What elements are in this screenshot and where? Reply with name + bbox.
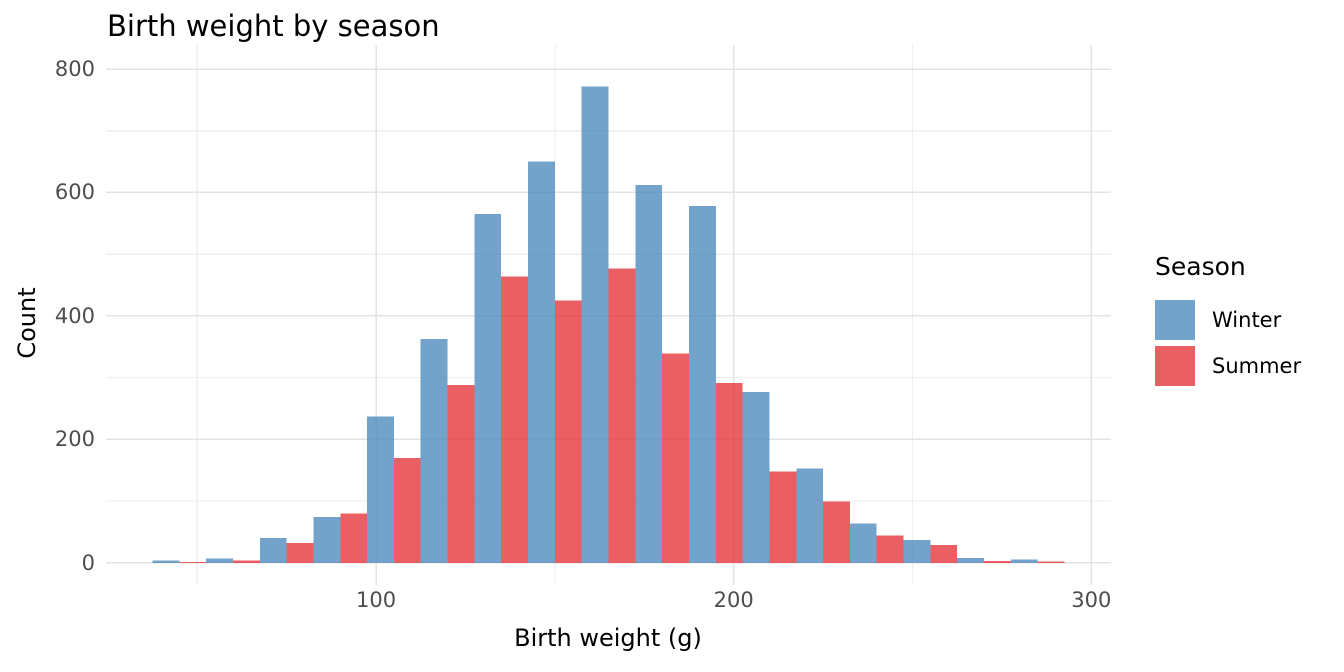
- legend-item-winter: Winter: [1155, 300, 1340, 340]
- legend-item-summer: Summer: [1155, 346, 1340, 386]
- bar-summer-bin-285: [1037, 561, 1065, 563]
- legend: Season Winter Summer: [1155, 252, 1340, 392]
- legend-items: Winter Summer: [1155, 300, 1340, 386]
- bar-summer-bin-165: [608, 268, 636, 563]
- bar-winter-bin-195: [688, 206, 716, 563]
- bar-winter-bin-180: [635, 185, 663, 563]
- bar-winter-bin-210: [742, 391, 770, 563]
- legend-item-label: Winter: [1212, 308, 1282, 332]
- bar-winter-bin-240: [849, 523, 877, 563]
- x-tick-label: 100: [355, 588, 397, 612]
- bar-summer-bin-75: [286, 543, 314, 563]
- bar-summer-bin-225: [823, 501, 850, 563]
- y-tick-label: 800: [54, 57, 95, 82]
- bar-winter-bin-225: [796, 468, 824, 563]
- bar-winter-bin-45: [152, 560, 180, 563]
- y-tick-label: 400: [54, 303, 95, 328]
- bar-summer-bin-135: [501, 276, 529, 563]
- y-tick-label: 600: [54, 180, 95, 205]
- bar-summer-bin-240: [876, 535, 904, 563]
- bar-summer-bin-105: [393, 457, 421, 563]
- bar-summer-bin-150: [554, 300, 582, 563]
- y-tick-label: 200: [54, 427, 95, 452]
- y-tick-label: 0: [81, 550, 95, 575]
- bar-summer-bin-255: [930, 544, 958, 563]
- bar-summer-bin-180: [662, 353, 689, 563]
- x-axis-title: Birth weight (g): [514, 624, 702, 652]
- bar-summer-bin-90: [340, 513, 368, 563]
- bar-winter-bin-105: [367, 416, 394, 563]
- legend-item-label: Summer: [1212, 354, 1302, 378]
- legend-title: Season: [1155, 252, 1246, 281]
- bar-winter-bin-150: [528, 161, 555, 563]
- bar-winter-bin-165: [581, 86, 609, 563]
- x-tick-label: 300: [1071, 588, 1112, 612]
- bar-summer-bin-270: [984, 560, 1011, 563]
- bar-winter-bin-270: [957, 557, 985, 563]
- bar-summer-bin-195: [715, 383, 743, 563]
- bar-winter-bin-60: [206, 558, 233, 563]
- chart-title: Birth weight by season: [107, 9, 440, 43]
- bar-winter-bin-90: [313, 517, 341, 563]
- bar-summer-bin-120: [447, 385, 475, 563]
- x-tick-label: 200: [713, 588, 754, 612]
- bar-summer-bin-45: [179, 562, 207, 563]
- bar-winter-bin-135: [474, 214, 502, 563]
- bar-summer-bin-210: [769, 471, 797, 563]
- legend-swatch-summer: [1155, 346, 1195, 386]
- bar-summer-bin-60: [232, 560, 260, 563]
- bar-winter-bin-285: [1010, 559, 1038, 563]
- bar-winter-bin-255: [903, 539, 931, 563]
- bar-winter-bin-120: [420, 338, 448, 563]
- legend-swatch-winter: [1155, 300, 1195, 340]
- bar-winter-bin-75: [259, 538, 287, 563]
